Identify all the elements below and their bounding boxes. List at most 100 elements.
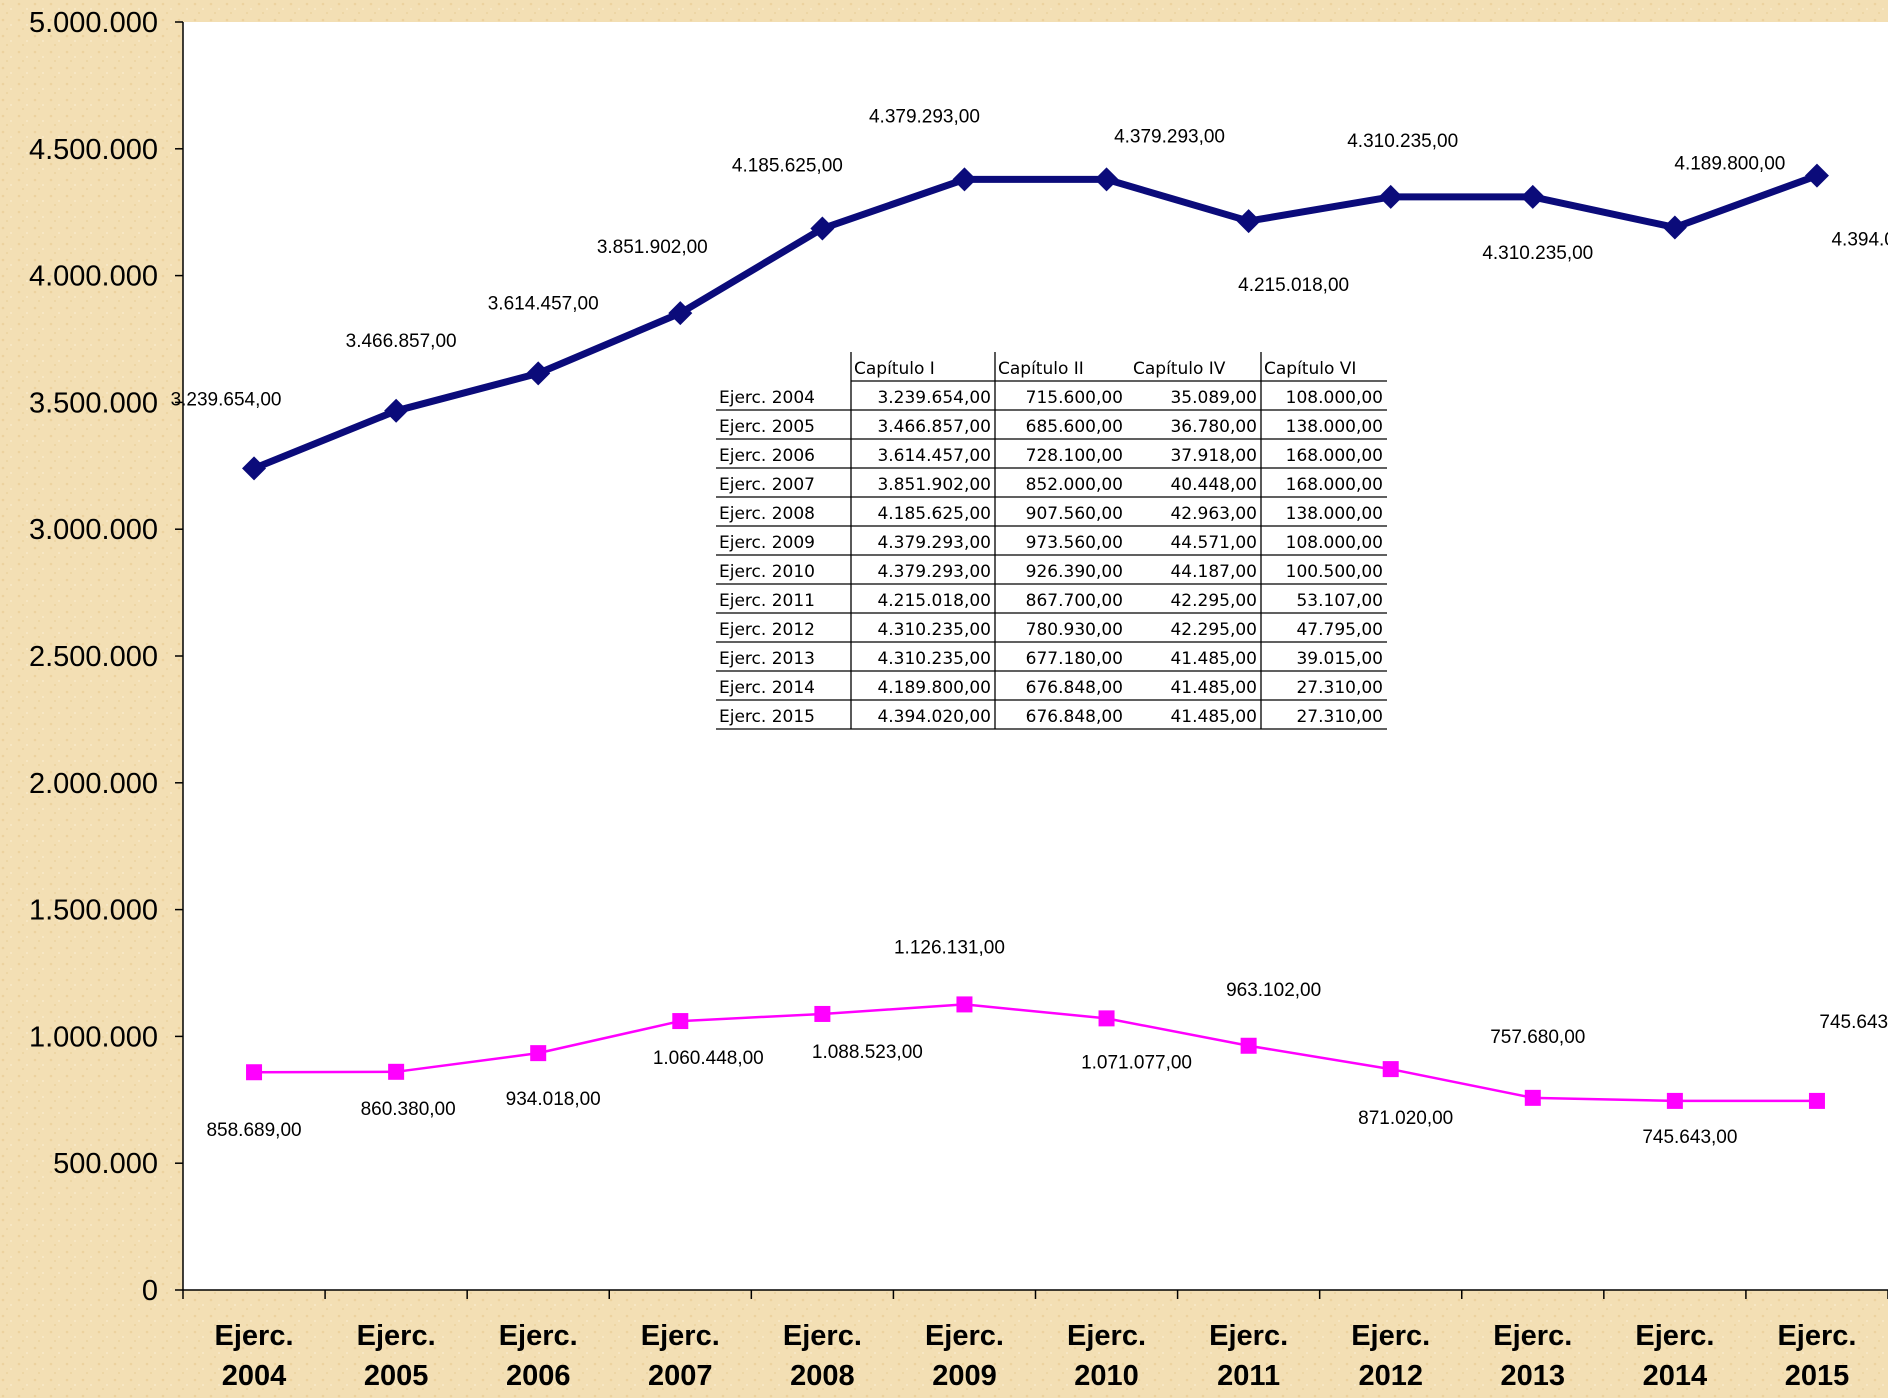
series-2-point xyxy=(672,1013,689,1030)
table-row-label: Ejerc. 2014 xyxy=(719,678,815,698)
table-cell: 36.780,00 xyxy=(1170,417,1257,437)
series-line-2 xyxy=(254,1003,1817,1103)
y-tick-label: 5.000.000 xyxy=(29,7,158,39)
table-cell: 676.848,00 xyxy=(1026,707,1123,727)
series-1-point xyxy=(526,361,551,386)
x-tick-label: Ejerc. xyxy=(925,1320,1004,1352)
data-label: 860.380,00 xyxy=(361,1099,456,1120)
table-cell: 4.379.293,00 xyxy=(877,533,991,553)
series-2-point xyxy=(956,996,973,1013)
series-2-point xyxy=(814,1005,831,1022)
table-cell: 4.215.018,00 xyxy=(877,591,991,611)
y-tick-label: 3.500.000 xyxy=(29,387,158,419)
table-cell: 3.851.902,00 xyxy=(877,475,991,495)
table-cell: 138.000,00 xyxy=(1286,504,1383,524)
table-cell: 3.239.654,00 xyxy=(877,388,991,408)
table-cell: 3.466.857,00 xyxy=(877,417,991,437)
series-2-point xyxy=(1240,1037,1257,1054)
series-2-point xyxy=(246,1064,263,1081)
table-cell: 108.000,00 xyxy=(1286,533,1383,553)
table-row-label: Ejerc. 2004 xyxy=(719,388,815,408)
series-2-point xyxy=(530,1045,547,1062)
x-tick-label: 2013 xyxy=(1501,1360,1566,1392)
series-1-point xyxy=(1236,209,1261,234)
table-cell: 108.000,00 xyxy=(1286,388,1383,408)
table-cell: 35.089,00 xyxy=(1170,388,1257,408)
series-1-point xyxy=(1094,167,1119,192)
table-cell: 47.795,00 xyxy=(1296,620,1383,640)
x-tick-label: 2005 xyxy=(364,1360,429,1392)
data-label: 3.466.857,00 xyxy=(346,331,457,352)
data-label: 1.126.131,00 xyxy=(894,937,1005,958)
table-cell: 168.000,00 xyxy=(1286,446,1383,466)
table-cell: 42.295,00 xyxy=(1170,620,1257,640)
table-row-label: Ejerc. 2011 xyxy=(719,591,815,611)
series-2-point xyxy=(388,1063,405,1080)
data-label: 1.060.448,00 xyxy=(653,1048,764,1069)
series-1-point xyxy=(1520,184,1545,209)
x-tick-label: 2012 xyxy=(1358,1360,1423,1392)
table-cell: 728.100,00 xyxy=(1026,446,1123,466)
table-cell: 27.310,00 xyxy=(1296,678,1383,698)
table-cell: 926.390,00 xyxy=(1026,562,1123,582)
x-tick-label: Ejerc. xyxy=(1635,1320,1714,1352)
table-row-label: Ejerc. 2008 xyxy=(719,504,815,524)
table-row-label: Ejerc. 2010 xyxy=(719,562,815,582)
x-tick-label: 2009 xyxy=(932,1360,997,1392)
table-cell: 4.310.235,00 xyxy=(877,620,991,640)
series-1-point xyxy=(810,216,835,241)
table-cell: 40.448,00 xyxy=(1170,475,1257,495)
table-cell: 41.485,00 xyxy=(1170,678,1257,698)
data-label: 4.185.625,00 xyxy=(732,156,843,177)
table-row-label: Ejerc. 2006 xyxy=(719,446,815,466)
y-tick-label: 1.000.000 xyxy=(29,1021,158,1053)
table-cell: 168.000,00 xyxy=(1286,475,1383,495)
x-tick-label: Ejerc. xyxy=(1493,1320,1572,1352)
table-row-label: Ejerc. 2007 xyxy=(719,475,815,495)
table-row-label: Ejerc. 2005 xyxy=(719,417,815,437)
y-tick-label: 500.000 xyxy=(53,1148,158,1180)
table-cell: 42.295,00 xyxy=(1170,591,1257,611)
table-cell: 4.189.800,00 xyxy=(877,678,991,698)
series-1-point xyxy=(242,456,267,481)
table-header: Capítulo IV xyxy=(1133,359,1226,379)
table-cell: 100.500,00 xyxy=(1286,562,1383,582)
x-tick-label: 2010 xyxy=(1074,1360,1139,1392)
table-cell: 4.310.235,00 xyxy=(877,649,991,669)
x-tick-label: 2007 xyxy=(648,1360,713,1392)
data-label: 3.614.457,00 xyxy=(488,293,599,314)
data-label: 871.020,00 xyxy=(1358,1108,1453,1129)
data-label: 4.310.235,00 xyxy=(1347,131,1458,152)
x-tick-label: 2006 xyxy=(506,1360,571,1392)
series-line-1 xyxy=(252,172,1819,472)
x-tick-label: 2015 xyxy=(1785,1360,1850,1392)
series-1-point xyxy=(1378,184,1403,209)
x-tick-label: Ejerc. xyxy=(357,1320,436,1352)
table-cell: 677.180,00 xyxy=(1026,649,1123,669)
data-label: 3.239.654,00 xyxy=(171,389,282,410)
data-table: Capítulo I Capítulo II Capítulo IV Capítulo… xyxy=(716,352,1387,730)
table-cell: 867.700,00 xyxy=(1026,591,1123,611)
x-tick-label: Ejerc. xyxy=(641,1320,720,1352)
series-2-point xyxy=(1098,1010,1115,1027)
table-cell: 780.930,00 xyxy=(1026,620,1123,640)
series-2-point xyxy=(1382,1061,1399,1078)
plot-area xyxy=(183,22,1888,1290)
table-cell: 42.963,00 xyxy=(1170,504,1257,524)
x-tick-label: 2014 xyxy=(1643,1360,1708,1392)
series-2-point xyxy=(1666,1092,1683,1109)
table-cell: 39.015,00 xyxy=(1296,649,1383,669)
table-cell: 676.848,00 xyxy=(1026,678,1123,698)
data-label: 4.189.800,00 xyxy=(1674,153,1785,174)
data-label: 858.689,00 xyxy=(206,1120,301,1141)
table-row-label: Ejerc. 2009 xyxy=(719,533,815,553)
series-1-point xyxy=(952,167,977,192)
y-tick-label: 0 xyxy=(142,1275,158,1307)
data-label: 4.215.018,00 xyxy=(1238,275,1349,296)
table-cell: 3.614.457,00 xyxy=(877,446,991,466)
table-cell: 27.310,00 xyxy=(1296,707,1383,727)
table-row-label: Ejerc. 2012 xyxy=(719,620,815,640)
x-tick-label: 2008 xyxy=(790,1360,855,1392)
table-cell: 973.560,00 xyxy=(1026,533,1123,553)
table-cell: 4.394.020,00 xyxy=(877,707,991,727)
